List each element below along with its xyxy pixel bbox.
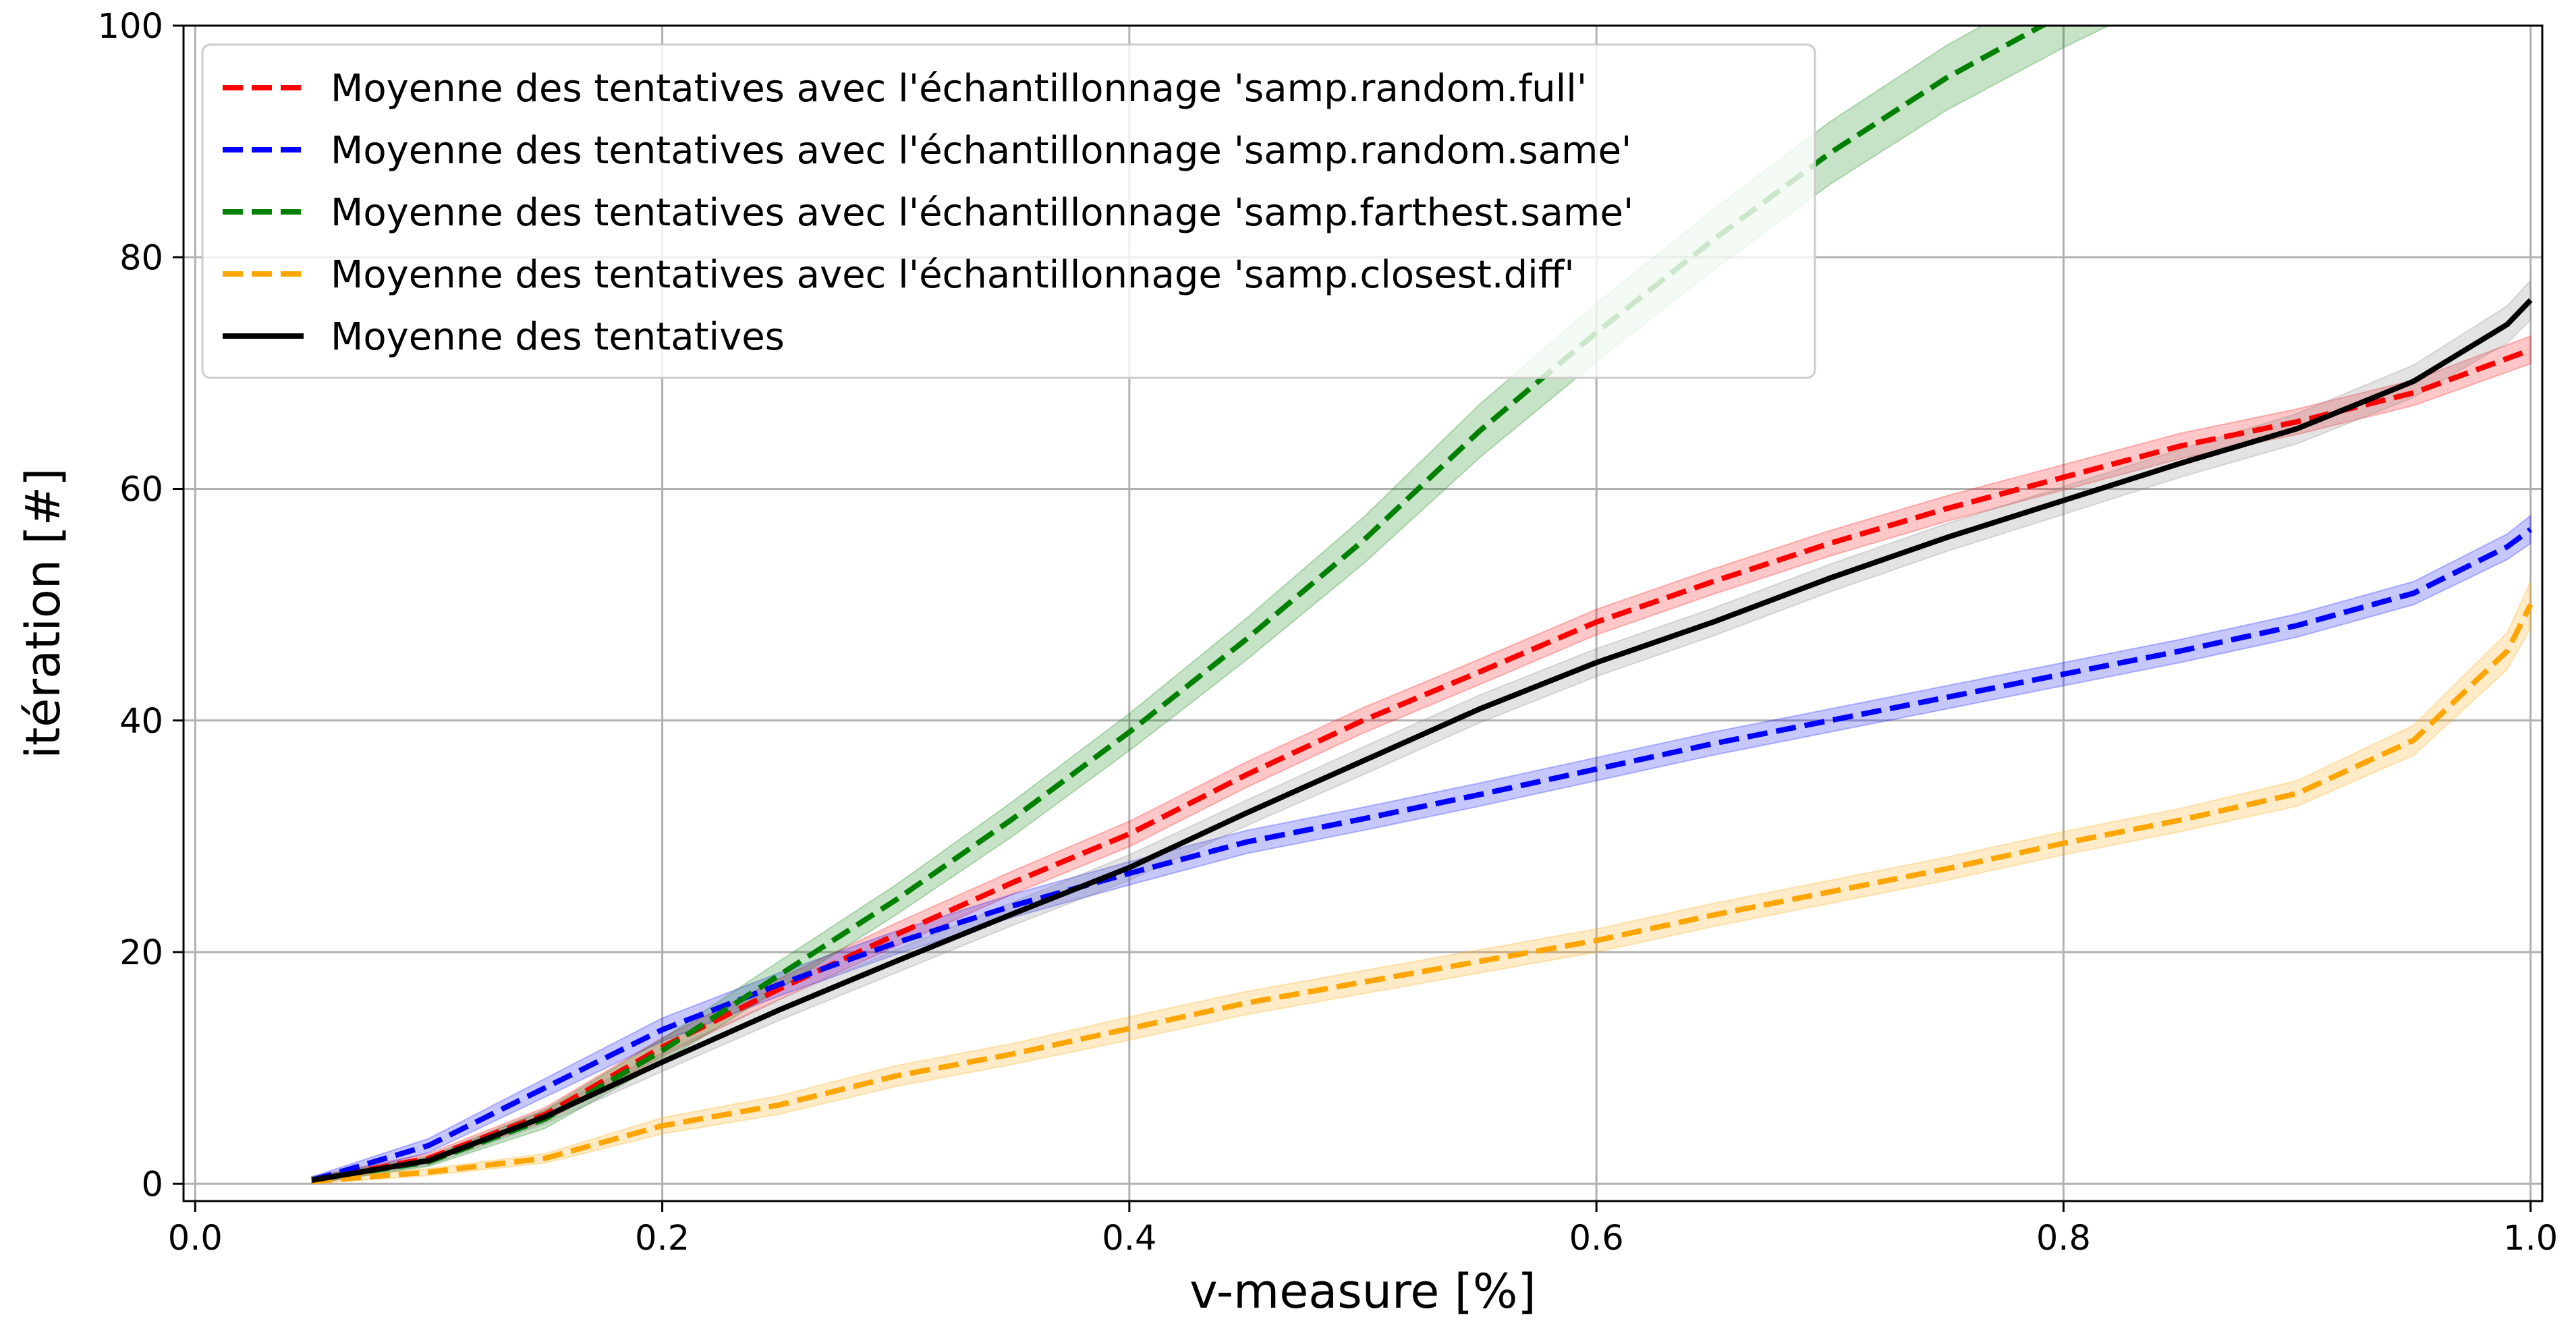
y-tick-label-5: 100 (98, 7, 163, 47)
series-band-2 (311, 26, 2110, 1185)
plot-border (182, 24, 2544, 1202)
series-line-2 (311, 26, 2048, 1184)
series-lines (311, 26, 2533, 1184)
x-axis-label: v-measure [%] (1189, 1264, 1536, 1319)
series-band-0 (311, 335, 2531, 1185)
plot-frame (182, 24, 2544, 1202)
y-tick-label-1: 20 (119, 933, 163, 973)
y-tick-label-2: 40 (119, 702, 163, 742)
legend-box (201, 43, 1816, 379)
legend: Moyenne des tentatives avec l'échantillo… (201, 43, 1816, 379)
y-tick-label-3: 60 (119, 470, 163, 510)
y-tick-label-0: 0 (142, 1165, 163, 1204)
x-tick-label-0: 0.0 (168, 1219, 223, 1258)
x-tick-label-5: 1.0 (2503, 1219, 2558, 1258)
legend-label-4: Moyenne des tentatives (331, 315, 785, 359)
legend-label-2: Moyenne des tentatives avec l'échantillo… (331, 191, 1633, 235)
legend-label-3: Moyenne des tentatives avec l'échantillo… (331, 253, 1575, 297)
y-axis-label: itération [#] (16, 468, 71, 758)
legend-label-1: Moyenne des tentatives avec l'échantillo… (331, 129, 1631, 173)
x-tick-label-2: 0.4 (1102, 1219, 1156, 1258)
series-line-3 (312, 603, 2533, 1184)
series-line-1 (311, 527, 2533, 1183)
series-line-4 (311, 298, 2533, 1184)
series-band-3 (311, 581, 2531, 1185)
y-tick-label-4: 80 (119, 238, 163, 278)
axis-labels: v-measure [%] itération [#] (16, 468, 1536, 1319)
x-tick-label-4: 0.8 (2036, 1219, 2091, 1258)
x-tick-label-1: 0.2 (635, 1219, 690, 1258)
x-tick-label-3: 0.6 (1569, 1219, 1624, 1258)
series-band-1 (311, 513, 2531, 1185)
legend-label-0: Moyenne des tentatives avec l'échantillo… (331, 67, 1587, 111)
axis-ticks: 0.0 0.2 0.4 0.6 0.8 1.0 0 20 40 60 80 100 (98, 7, 2558, 1258)
